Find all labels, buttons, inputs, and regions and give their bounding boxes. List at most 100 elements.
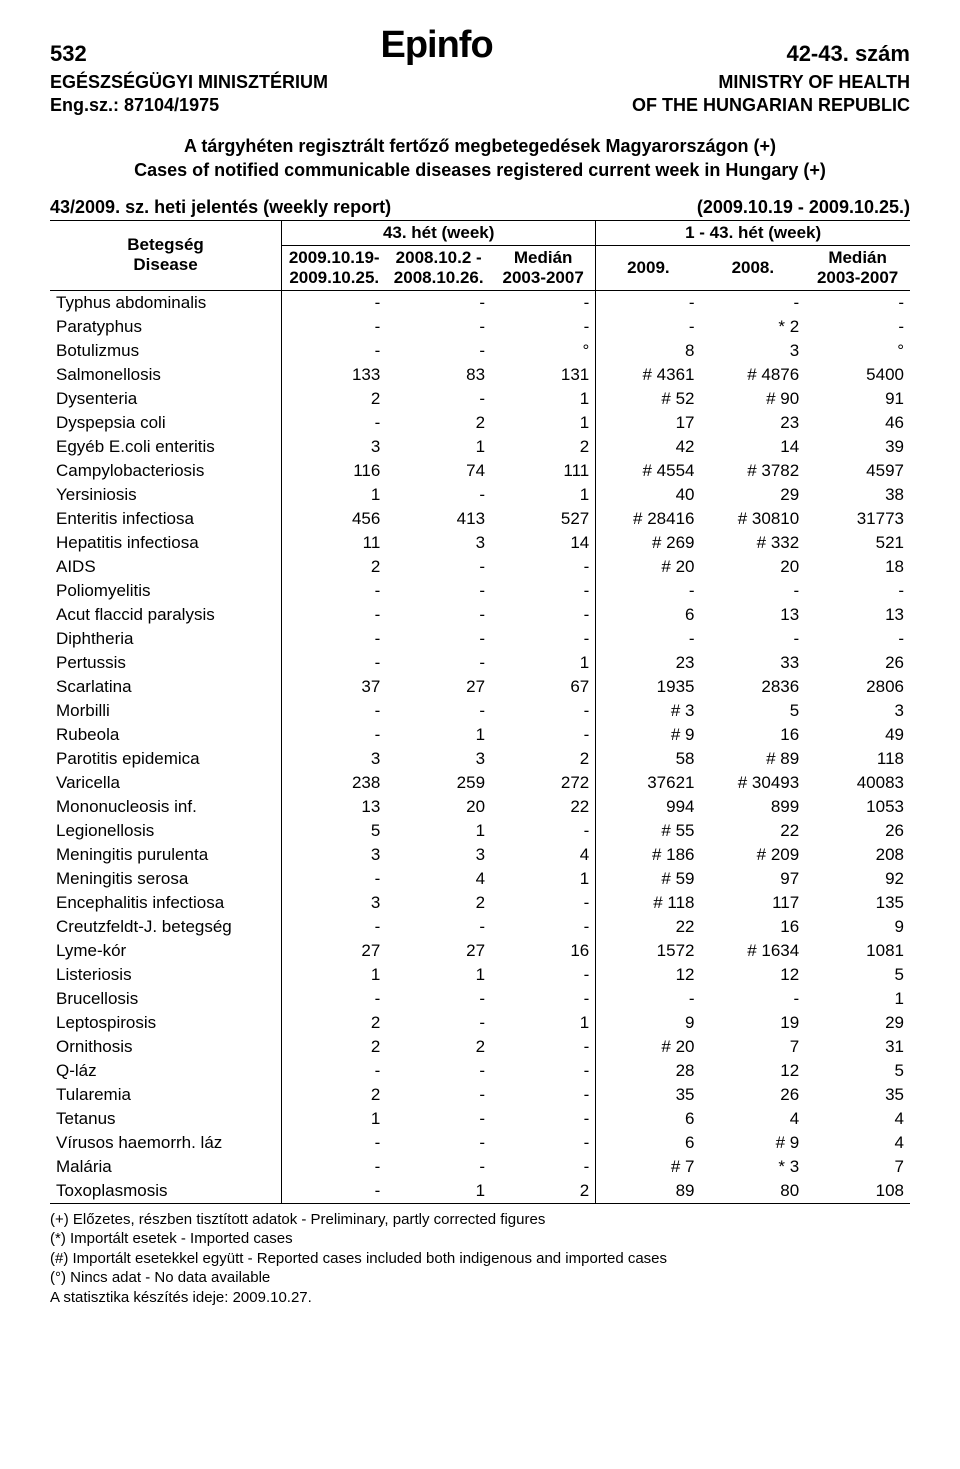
- row-label: Salmonellosis: [50, 363, 282, 387]
- col-header-c2: 2008.10.2 - 2008.10.26.: [386, 245, 491, 290]
- table-row: Meningitis purulenta334# 186# 209208: [50, 843, 910, 867]
- cell: 3: [386, 843, 491, 867]
- row-label: Hepatitis infectiosa: [50, 531, 282, 555]
- cell: 35: [596, 1083, 701, 1107]
- report-right: (2009.10.19 - 2009.10.25.): [697, 197, 910, 218]
- cell: 2: [282, 1011, 387, 1035]
- cell: 6: [596, 603, 701, 627]
- row-label: Varicella: [50, 771, 282, 795]
- cell: * 2: [700, 315, 805, 339]
- cell: 1053: [805, 795, 910, 819]
- row-label: Typhus abdominalis: [50, 290, 282, 315]
- cell: -: [386, 627, 491, 651]
- row-label: Parotitis epidemica: [50, 747, 282, 771]
- cell: 259: [386, 771, 491, 795]
- cell: -: [282, 1059, 387, 1083]
- org-left-line1: EGÉSZSÉGÜGYI MINISZTÉRIUM: [50, 71, 328, 94]
- cell: # 4554: [596, 459, 701, 483]
- row-label: Ornithosis: [50, 1035, 282, 1059]
- cell: # 90: [700, 387, 805, 411]
- org-right-line2: OF THE HUNGARIAN REPUBLIC: [632, 94, 910, 117]
- cell: 37: [282, 675, 387, 699]
- cell: -: [491, 627, 596, 651]
- cell: -: [386, 483, 491, 507]
- footnote-date: A statisztika készítés ideje: 2009.10.27…: [50, 1288, 910, 1308]
- cell: 17: [596, 411, 701, 435]
- cell: -: [282, 651, 387, 675]
- report-left: 43/2009. sz. heti jelentés (weekly repor…: [50, 197, 391, 218]
- row-label: Yersiniosis: [50, 483, 282, 507]
- table-row: Vírusos haemorrh. láz---6# 94: [50, 1131, 910, 1155]
- cell: -: [491, 723, 596, 747]
- cell: -: [386, 651, 491, 675]
- cell: 14: [700, 435, 805, 459]
- footnote-hash: (#) Importált esetekkel együtt - Reporte…: [50, 1249, 910, 1269]
- cell: -: [596, 290, 701, 315]
- cell: -: [805, 627, 910, 651]
- cell: # 209: [700, 843, 805, 867]
- footnotes: (+) Előzetes, részben tisztított adatok …: [50, 1210, 910, 1308]
- table-row: Legionellosis51-# 552226: [50, 819, 910, 843]
- cell: 108: [805, 1179, 910, 1204]
- cell: # 55: [596, 819, 701, 843]
- cell: -: [386, 1083, 491, 1107]
- table-row: Acut flaccid paralysis---61313: [50, 603, 910, 627]
- cell: 27: [386, 675, 491, 699]
- cell: # 30810: [700, 507, 805, 531]
- cell: -: [282, 411, 387, 435]
- cell: -: [596, 627, 701, 651]
- cell: -: [282, 315, 387, 339]
- row-label: AIDS: [50, 555, 282, 579]
- table-row: Rubeola-1-# 91649: [50, 723, 910, 747]
- cell: 16: [700, 723, 805, 747]
- row-label: Enteritis infectiosa: [50, 507, 282, 531]
- table-row: Salmonellosis13383131# 4361# 48765400: [50, 363, 910, 387]
- cell: -: [386, 579, 491, 603]
- intro-line1: A tárgyhéten regisztrált fertőző megbete…: [50, 134, 910, 158]
- cell: 1: [491, 387, 596, 411]
- cell: -: [596, 579, 701, 603]
- cell: 2806: [805, 675, 910, 699]
- cell: 28: [596, 1059, 701, 1083]
- cell: 6: [596, 1131, 701, 1155]
- table-row: Varicella23825927237621# 3049340083: [50, 771, 910, 795]
- cell: 994: [596, 795, 701, 819]
- cell: # 3: [596, 699, 701, 723]
- row-label: Malária: [50, 1155, 282, 1179]
- cell: 27: [386, 939, 491, 963]
- cell: -: [805, 579, 910, 603]
- table-row: Typhus abdominalis------: [50, 290, 910, 315]
- cell: -: [491, 819, 596, 843]
- table-row: Mononucleosis inf.1320229948991053: [50, 795, 910, 819]
- cell: -: [282, 987, 387, 1011]
- cell: -: [282, 723, 387, 747]
- cell: 16: [491, 939, 596, 963]
- table-row: Listeriosis11-12125: [50, 963, 910, 987]
- cell: # 186: [596, 843, 701, 867]
- cell: # 9: [596, 723, 701, 747]
- footnote-star: (*) Importált esetek - Imported cases: [50, 1229, 910, 1249]
- table-row: Botulizmus--°83°: [50, 339, 910, 363]
- table-row: Creutzfeldt-J. betegség---22169: [50, 915, 910, 939]
- cell: 238: [282, 771, 387, 795]
- cell: 1: [386, 819, 491, 843]
- cell: 3: [386, 531, 491, 555]
- cell: 3: [282, 843, 387, 867]
- cell: -: [282, 1155, 387, 1179]
- cell: # 28416: [596, 507, 701, 531]
- table-row: Dysenteria2-1# 52# 9091: [50, 387, 910, 411]
- cell: * 3: [700, 1155, 805, 1179]
- cell: # 7: [596, 1155, 701, 1179]
- cell: 111: [491, 459, 596, 483]
- cell: 899: [700, 795, 805, 819]
- col-header-c3: Medián 2003-2007: [491, 245, 596, 290]
- cell: # 20: [596, 555, 701, 579]
- col-header-c1: 2009.10.19- 2009.10.25.: [282, 245, 387, 290]
- cell: 8: [596, 339, 701, 363]
- cell: -: [386, 1059, 491, 1083]
- cell: # 52: [596, 387, 701, 411]
- cell: 13: [805, 603, 910, 627]
- cell: -: [282, 339, 387, 363]
- cell: # 4876: [700, 363, 805, 387]
- cell: 2: [282, 555, 387, 579]
